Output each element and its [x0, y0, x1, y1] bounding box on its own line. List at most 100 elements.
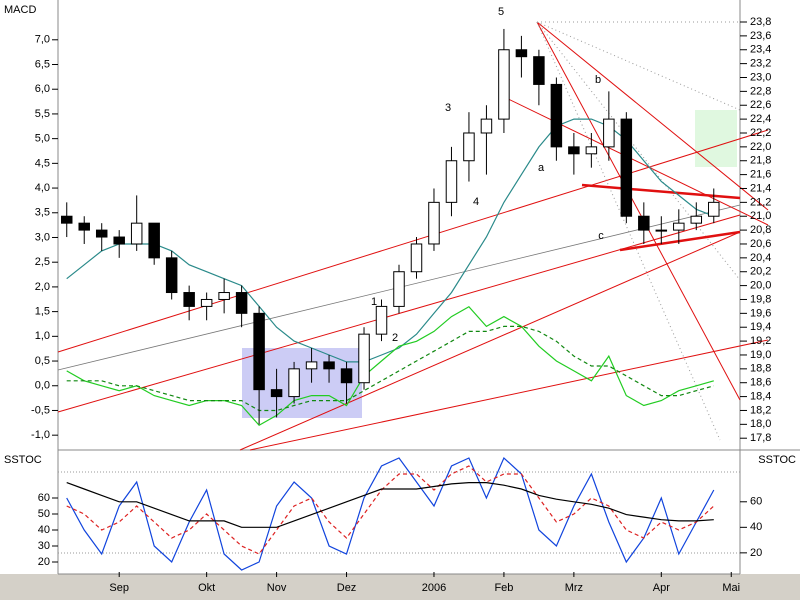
- x-tick-label: Okt: [198, 582, 215, 594]
- y-tick-label: 30: [38, 540, 50, 552]
- wave-label: 3: [445, 102, 451, 114]
- y2-tick-label: 19,8: [750, 293, 771, 305]
- y2-tick-label: 18,2: [750, 404, 771, 416]
- y2-tick-label: 19,2: [750, 335, 771, 347]
- wave-label: c: [598, 230, 604, 242]
- candle-body: [603, 118, 615, 148]
- y2-tick-label: 22,0: [750, 141, 771, 153]
- candle-body: [235, 292, 248, 314]
- wave-label: 2: [392, 332, 398, 344]
- candle-body: [340, 368, 353, 384]
- y-tick-label: 7,0: [35, 34, 50, 46]
- y-tick-label: 2,5: [35, 256, 50, 268]
- highlight-box: [695, 110, 737, 167]
- y2-tick-label: 22,6: [750, 99, 771, 111]
- candle-body: [393, 271, 405, 307]
- candle-body: [270, 389, 283, 398]
- candle-body: [323, 361, 335, 370]
- panel-title: SSTOC: [4, 454, 42, 466]
- y2-tick-label: 23,4: [750, 44, 771, 56]
- y-tick-label: 0,0: [35, 380, 50, 392]
- x-tick-label: Mai: [722, 582, 740, 594]
- y-tick-label: 50: [38, 508, 50, 520]
- y2-tick-label: 20,8: [750, 224, 771, 236]
- y2-tick-label: 19,0: [750, 349, 771, 361]
- candle-body: [690, 215, 703, 224]
- candle-body: [130, 222, 143, 245]
- wave-label: 5: [498, 6, 504, 18]
- y2-tick-label: 19,4: [750, 321, 771, 333]
- y-tick-label: 5,0: [35, 133, 50, 145]
- candle-body: [305, 361, 318, 370]
- wave-label: b: [595, 74, 601, 86]
- y2-tick-label: 20,6: [750, 238, 771, 250]
- x-tick-label: Apr: [653, 582, 670, 594]
- wave-label: 4: [473, 196, 479, 208]
- candle-body: [60, 215, 73, 224]
- x-tick-label: Dez: [337, 582, 357, 594]
- y-tick-label: 4,5: [35, 157, 50, 169]
- y2-tick-label: 21,8: [750, 155, 771, 167]
- candle-body: [253, 312, 265, 391]
- x-axis-strip: [0, 574, 800, 600]
- series-line: [66, 482, 714, 528]
- candle-body: [708, 201, 720, 217]
- candle-body: [585, 146, 598, 155]
- candle-body: [95, 229, 108, 238]
- y-tick-label: 40: [38, 524, 50, 536]
- y2-tick-label: 19,6: [750, 307, 771, 319]
- x-tick-label: Nov: [267, 582, 287, 594]
- candle-body: [165, 257, 178, 294]
- y-tick-label: 1,5: [35, 306, 50, 318]
- candle-body: [620, 118, 633, 217]
- candle-body: [375, 305, 388, 335]
- series-line: [66, 118, 715, 363]
- candle-body: [78, 222, 90, 231]
- candle-body: [533, 56, 545, 85]
- y2-tick-label: 18,8: [750, 363, 771, 375]
- series-line: [66, 325, 714, 412]
- y-tick-label: 3,0: [35, 231, 50, 243]
- x-tick-label: Mrz: [565, 582, 583, 594]
- y2-tick-label: 21,4: [750, 182, 771, 194]
- x-tick-label: Feb: [494, 582, 513, 594]
- y2-tick-label: 22,8: [750, 85, 771, 97]
- candle-body: [550, 83, 563, 148]
- y-tick-label: 60: [38, 492, 50, 504]
- y2-tick-label: 22,2: [750, 127, 771, 139]
- panel-title: MACD: [4, 4, 36, 16]
- wave-label: a: [538, 162, 545, 174]
- y2-tick-label: 23,6: [750, 30, 771, 42]
- y2-tick-label: 20,4: [750, 252, 771, 264]
- y2-tick-label: 22,4: [750, 113, 771, 125]
- y-tick-label: 4,0: [35, 182, 50, 194]
- y2-tick-label: 60: [750, 496, 762, 508]
- candle-body: [358, 333, 370, 384]
- candle-body: [218, 292, 230, 300]
- candle-body: [515, 49, 528, 58]
- x-tick-label: 2006: [422, 582, 446, 594]
- y2-tick-label: 17,8: [750, 432, 771, 444]
- candle-body: [183, 292, 195, 307]
- y2-tick-label: 18,4: [750, 390, 771, 402]
- y2-tick-label: 20,2: [750, 266, 771, 278]
- y2-tick-label: 21,0: [750, 210, 771, 222]
- candle-body: [463, 132, 475, 162]
- candle-body: [655, 229, 668, 232]
- candle-body: [428, 201, 440, 245]
- trendlines: [57, 21, 769, 554]
- y-tick-label: 0,5: [35, 355, 50, 367]
- y2-tick-label: 21,2: [750, 196, 771, 208]
- y-tick-label: 3,5: [35, 207, 50, 219]
- series-line: [66, 465, 715, 555]
- x-tick-label: Sep: [109, 582, 129, 594]
- y2-tick-label: 23,8: [750, 16, 771, 28]
- candle-body: [113, 236, 125, 245]
- y2-tick-label: 20: [750, 547, 762, 559]
- series-line: [66, 305, 714, 427]
- candle-body: [673, 222, 685, 231]
- wave-label: 1: [371, 296, 377, 308]
- y-tick-label: 1,0: [35, 330, 50, 342]
- y2-tick-label: 40: [750, 521, 762, 533]
